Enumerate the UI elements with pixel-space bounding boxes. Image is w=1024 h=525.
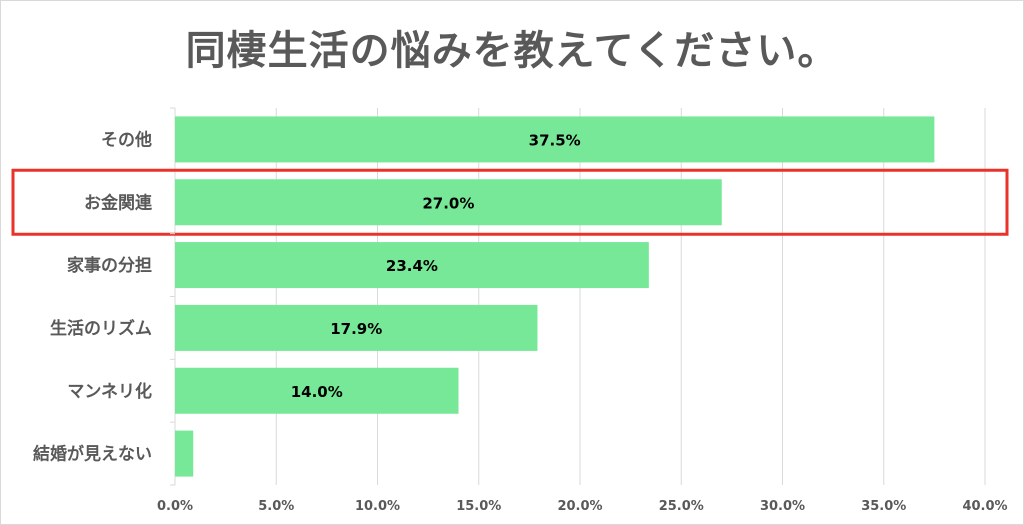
data-label: 37.5% [529, 131, 581, 149]
data-label: 17.9% [330, 320, 382, 338]
bar [175, 304, 538, 351]
bar [175, 242, 649, 289]
chart-title: 同棲生活の悩みを教えてください。 [185, 28, 839, 74]
x-tick-label: 0.0% [157, 499, 193, 514]
data-label: 23.4% [386, 257, 438, 275]
bar [175, 116, 935, 163]
category-label: 家事の分担 [67, 255, 152, 276]
bar [175, 367, 459, 414]
x-tick-label: 25.0% [659, 499, 704, 514]
category-label: お金関連 [84, 192, 153, 213]
x-tick-label: 5.0% [258, 499, 294, 514]
category-label: その他 [101, 129, 152, 150]
x-tick-label: 30.0% [760, 499, 805, 514]
x-tick-label: 40.0% [962, 499, 1007, 514]
bar [175, 179, 722, 226]
category-label: 結婚が見えない [33, 444, 152, 465]
x-tick-label: 10.0% [355, 499, 400, 514]
highlight-box [11, 168, 1009, 236]
bar [175, 430, 194, 477]
category-label: マンネリ化 [67, 381, 152, 402]
data-label: 27.0% [422, 194, 474, 212]
x-tick-label: 35.0% [861, 499, 906, 514]
x-tick-label: 20.0% [557, 499, 602, 514]
x-tick-label: 15.0% [456, 499, 501, 514]
data-label: 14.0% [291, 383, 343, 401]
category-label: 生活のリズム [50, 318, 152, 339]
